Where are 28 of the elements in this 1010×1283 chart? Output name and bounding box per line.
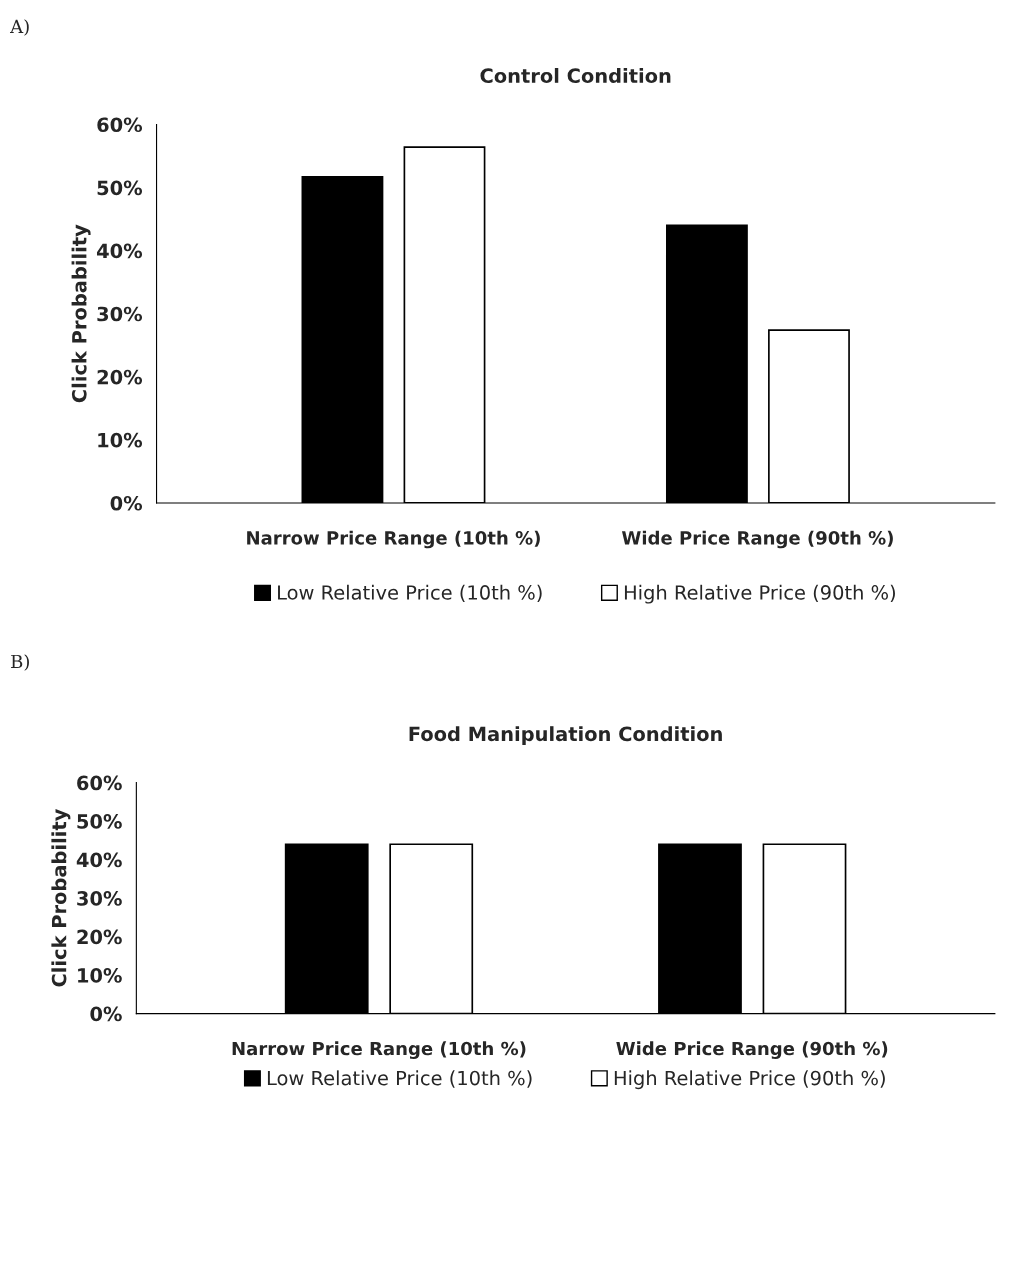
legend-label: Low Relative Price (10th %) [267,1070,532,1088]
x-tick-label: Wide Price Range (90th %) [616,1041,888,1059]
text: A) [9,19,29,36]
y-tick-label: 20% [97,369,143,385]
x-tick-label: Narrow Price Range (10th %) [232,1041,526,1059]
y-tick-label: 10% [78,968,122,983]
x-tick-label: Narrow Price Range (10th %) [247,530,540,549]
y-tick-label: 40% [76,852,122,868]
legend-label: High Relative Price (90th %) [614,1070,885,1090]
y-tick-label: 20% [77,929,122,945]
y-tick-label: 0% [90,1006,122,1022]
chart-title: Control Condition [480,68,671,84]
y-tick-label: 30% [97,306,143,322]
x-tick-label: Wide Price Range (90th %) [621,530,893,549]
y-tick-label: 40% [96,243,143,259]
y-tick-label: 0% [110,495,143,511]
y-tick-label: 30% [77,891,122,906]
legend-label: Low Relative Price (10th %) [278,584,542,603]
legend-label: High Relative Price (90th %) [624,584,895,604]
y-axis-title: Click Probability [71,224,91,403]
y-tick-label: 60% [77,775,122,791]
y-tick-label: 10% [98,432,143,448]
y-tick-label: 50% [97,180,143,196]
y-axis-title: Click Probability [51,808,71,987]
y-tick-label: 60% [97,117,143,133]
text: B) [11,654,29,671]
chart-title: Food Manipulation Condition [409,726,722,746]
y-tick-label: 50% [77,814,122,829]
